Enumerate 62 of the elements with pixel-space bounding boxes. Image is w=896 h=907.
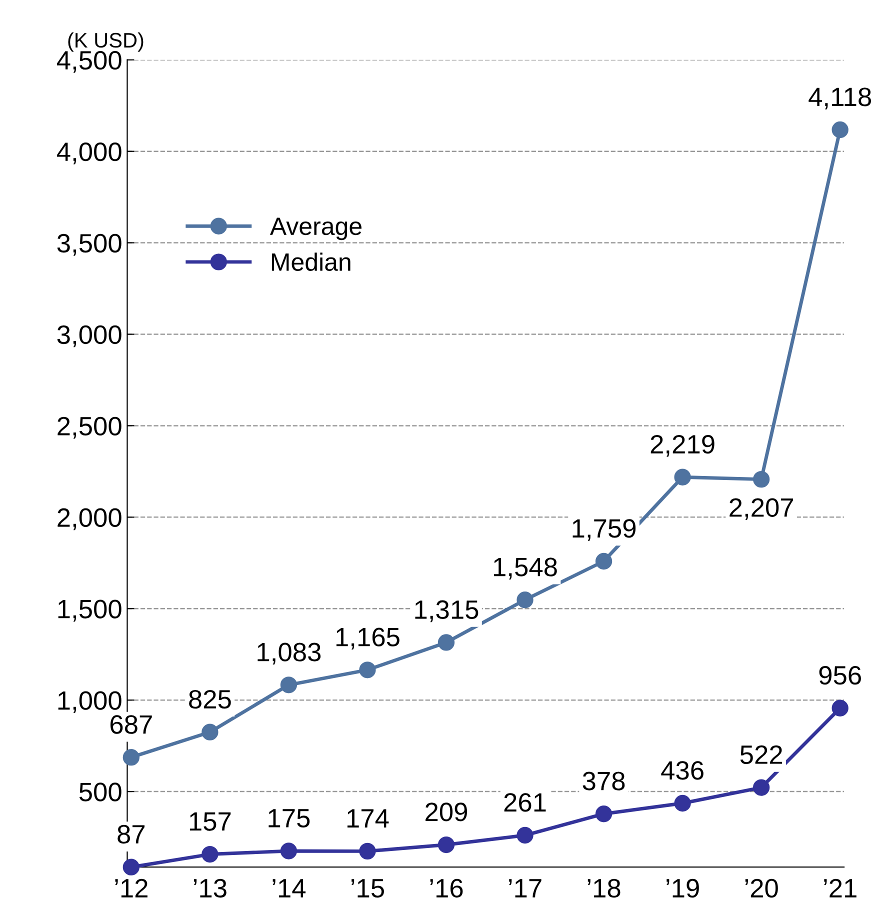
point (752, 779, 770, 796)
point (280, 842, 298, 860)
y-tick-label: 3,000 (57, 325, 122, 348)
x-tick-label: ’12 (115, 878, 148, 898)
y-tick-label: 500 (79, 782, 122, 802)
point (516, 826, 534, 844)
point (595, 806, 612, 822)
x-tick-label: ’18 (588, 878, 620, 898)
point (122, 858, 140, 876)
x-tick-label: ’21 (824, 878, 856, 898)
y-tick-label: 4,000 (56, 142, 122, 164)
point (674, 794, 691, 812)
point (832, 700, 848, 716)
data-label: 174 (347, 809, 389, 828)
legend-label: Median (272, 252, 350, 271)
data-label: 157 (190, 812, 231, 831)
y-tick-label: 4,500 (56, 50, 122, 73)
y-tick-label: 2,000 (58, 508, 122, 530)
data-label: 209 (426, 802, 468, 822)
point (832, 121, 848, 138)
data-label: 436 (661, 761, 704, 780)
point (674, 468, 691, 486)
point (595, 552, 612, 570)
y-tick-label: 3,500 (57, 234, 122, 256)
point (359, 842, 376, 860)
data-label: 261 (504, 793, 546, 812)
x-tick-label: ’15 (352, 879, 384, 898)
legend-label: Average (270, 218, 362, 240)
point (438, 836, 455, 854)
point (359, 662, 376, 678)
point (516, 592, 534, 608)
y-axis-title: (K USD) (68, 32, 144, 52)
x-tick-label: ’17 (509, 879, 542, 898)
data-label: 1,759 (572, 519, 636, 541)
data-label: 4,118 (808, 88, 871, 110)
point (752, 470, 770, 488)
data-label: 522 (740, 745, 782, 764)
data-label: 1,083 (258, 642, 321, 665)
data-label: 175 (268, 809, 310, 828)
data-label: 1,548 (494, 558, 557, 580)
point (202, 846, 218, 863)
x-tick-label: ’16 (430, 878, 463, 898)
x-tick-label: ’19 (666, 878, 699, 898)
data-label: 2,219 (650, 434, 714, 457)
y-tick-label: 1,000 (58, 691, 122, 714)
data-label: 87 (118, 824, 145, 844)
data-label: 1,315 (415, 600, 478, 622)
point (280, 676, 298, 694)
data-label: 1,165 (336, 628, 400, 650)
data-label: 2,207 (730, 498, 794, 520)
y-tick-label: 2,500 (58, 416, 122, 439)
x-tick-label: ’20 (745, 878, 778, 898)
data-label: 825 (189, 690, 231, 709)
x-tick-label: ’14 (272, 879, 306, 898)
point (438, 634, 455, 651)
x-tick-label: ’13 (194, 878, 226, 898)
point (122, 749, 140, 766)
data-label: 378 (582, 772, 625, 790)
data-label: 956 (819, 666, 861, 685)
point (202, 724, 218, 740)
y-tick-label: 1,500 (58, 600, 122, 622)
data-label: 687 (110, 715, 152, 734)
